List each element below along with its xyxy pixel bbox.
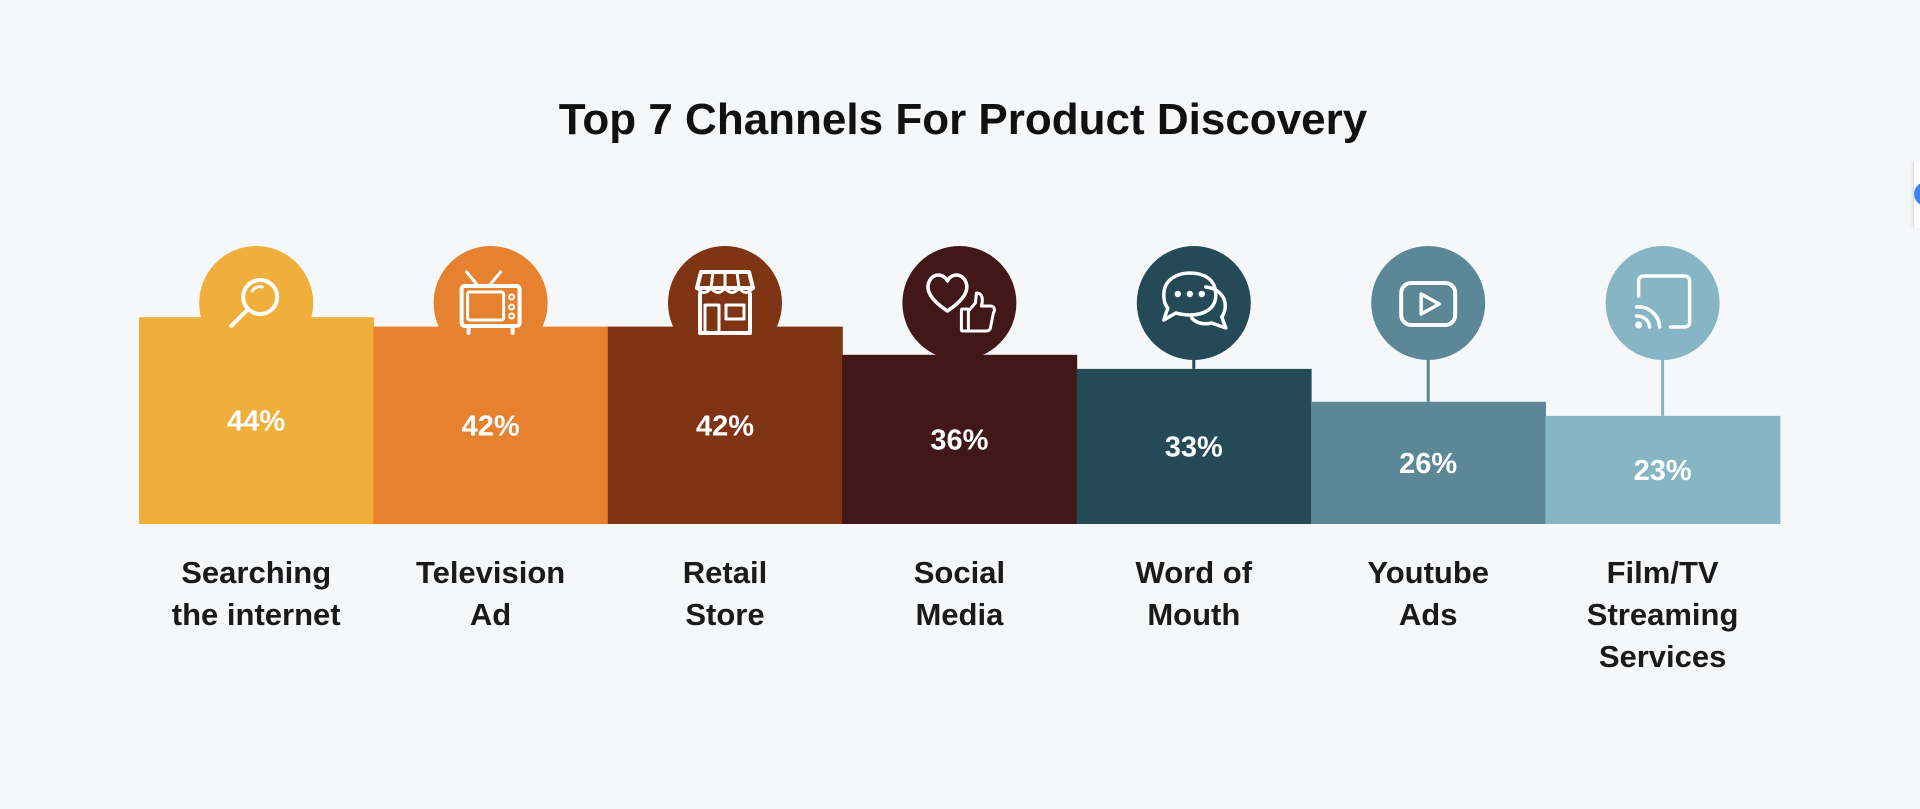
channel-group: 36% Social Media <box>842 246 1078 632</box>
cast-icon <box>1634 274 1692 329</box>
category-label-line: the internet <box>172 597 341 632</box>
channel-group: 23% Film/TV Streaming Services <box>1545 246 1781 674</box>
category-label-line: Ad <box>470 597 511 632</box>
category-label-line: Ads <box>1399 597 1458 632</box>
bar <box>1311 401 1546 524</box>
data-label: 23% <box>1634 455 1692 487</box>
channel-group: 26% Youtube Ads <box>1311 246 1546 632</box>
category-label-line: Streaming <box>1587 597 1739 632</box>
data-label: 36% <box>930 424 988 456</box>
icon-badge <box>1136 246 1251 360</box>
bar <box>1545 415 1781 524</box>
data-label: 42% <box>462 410 520 442</box>
data-label: 33% <box>1165 431 1223 463</box>
search-icon <box>229 278 280 328</box>
heart-thumbs-up-icon <box>926 273 996 333</box>
category-label-line: Services <box>1599 639 1727 674</box>
category-label-line: Television <box>416 555 565 590</box>
icon-badge <box>668 246 782 360</box>
bar <box>842 354 1078 524</box>
category-label-line: Youtube <box>1367 555 1489 590</box>
data-label: 26% <box>1399 448 1457 480</box>
category-label: Retail Store <box>683 555 767 632</box>
data-label: 44% <box>227 406 285 438</box>
category-label: Word of Mouth <box>1136 555 1253 632</box>
category-label-line: Word of <box>1136 555 1253 590</box>
icon-badge <box>433 246 548 360</box>
category-label-line: Film/TV <box>1607 555 1719 590</box>
play-button-icon <box>1399 281 1458 327</box>
category-label-line: Retail <box>683 555 767 590</box>
category-label: Television Ad <box>416 555 565 632</box>
icon-badge <box>1605 246 1720 360</box>
category-label: Film/TV Streaming Services <box>1587 555 1739 674</box>
channel-group: 44% Searching the internet <box>139 246 374 632</box>
category-label-line: Media <box>915 597 1004 632</box>
side-panel-handle-icon[interactable] <box>1914 182 1920 206</box>
category-label: Social Media <box>914 555 1005 632</box>
category-label: Searching the internet <box>172 555 341 632</box>
category-label-line: Social <box>914 555 1005 590</box>
channel-group: 33% Word of Mouth <box>1076 246 1312 632</box>
data-label: 42% <box>696 410 754 442</box>
bar <box>1076 368 1312 524</box>
category-label-line: Store <box>685 597 764 632</box>
chat-bubbles-icon <box>1162 271 1228 330</box>
icon-badge <box>199 246 314 360</box>
category-label-line: Mouth <box>1147 597 1240 632</box>
chart-title: Top 7 Channels For Product Discovery <box>559 95 1368 144</box>
category-label: Youtube Ads <box>1367 555 1489 632</box>
storefront-icon <box>695 270 755 335</box>
tv-icon <box>459 270 522 335</box>
category-label-line: Searching <box>181 555 331 590</box>
channel-group: 42% Television Ad <box>373 246 609 632</box>
channel-group: 42% Retail Store <box>607 246 843 632</box>
icon-badge <box>1371 246 1486 360</box>
